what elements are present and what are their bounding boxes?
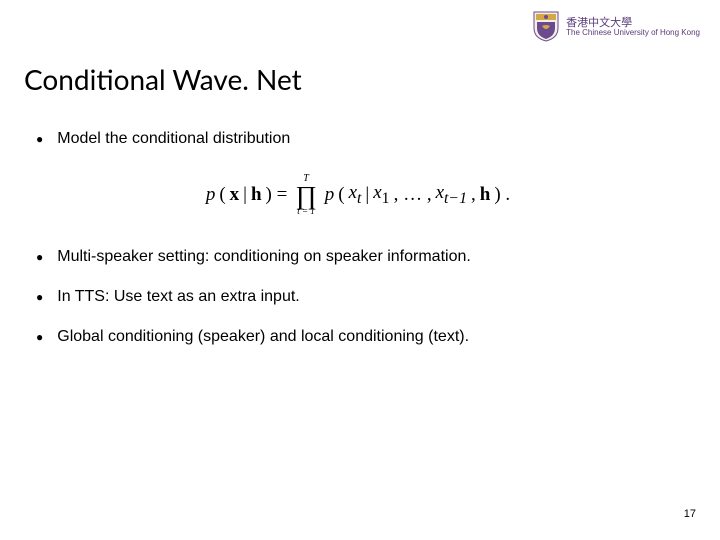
equation: p ( x | h ) = T ∏ t = 1 p ( xt | x1 , … … xyxy=(206,174,510,216)
eq-bar: | xyxy=(243,184,247,206)
eq-x1-sub: 1 xyxy=(382,190,390,207)
content-area: ● Model the conditional distribution p (… xyxy=(36,128,680,366)
eq-x1: x xyxy=(373,182,381,203)
bullet-text: In TTS: Use text as an extra input. xyxy=(57,286,299,308)
bullet-item: ● Model the conditional distribution xyxy=(36,128,680,150)
eq-close2: ) . xyxy=(494,184,510,206)
eq-paren: ( xyxy=(219,184,225,206)
equation-block: p ( x | h ) = T ∏ t = 1 p ( xt | x1 , … … xyxy=(36,174,680,216)
prod-sym: ∏ xyxy=(295,184,316,207)
eq-p2: p xyxy=(325,184,335,206)
eq-comma: , xyxy=(471,184,476,206)
eq-p: p xyxy=(206,184,216,206)
eq-dots: , … , xyxy=(394,184,432,206)
eq-h2: h xyxy=(480,184,491,206)
slide-title: Conditional Wave. Net xyxy=(24,62,302,96)
header-logo-block: 香港中文大學 The Chinese University of Hong Ko… xyxy=(532,8,700,47)
eq-xtm1-sub: t−1 xyxy=(444,190,467,207)
eq-bar2: | xyxy=(365,184,369,206)
bullet-dot-icon: ● xyxy=(36,286,43,308)
bullet-dot-icon: ● xyxy=(36,246,43,268)
bullet-item: ● Multi-speaker setting: conditioning on… xyxy=(36,246,680,268)
eq-x: x xyxy=(230,184,240,206)
bullet-text: Model the conditional distribution xyxy=(57,128,290,150)
bullet-item: ● Global conditioning (speaker) and loca… xyxy=(36,326,680,348)
prod-bot: t = 1 xyxy=(297,207,315,216)
logo-text: 香港中文大學 The Chinese University of Hong Ko… xyxy=(566,17,700,38)
eq-close-eq: ) = xyxy=(266,184,288,206)
logo-text-en: The Chinese University of Hong Kong xyxy=(566,29,700,38)
eq-xt: x xyxy=(349,182,357,203)
eq-xt-sub: t xyxy=(357,190,361,207)
bullet-dot-icon: ● xyxy=(36,326,43,348)
product-symbol: T ∏ t = 1 xyxy=(295,174,316,216)
bullet-text: Multi-speaker setting: conditioning on s… xyxy=(57,246,471,268)
bullet-dot-icon: ● xyxy=(36,128,43,150)
cuhk-crest-icon xyxy=(532,8,560,47)
eq-xtm1: x xyxy=(436,182,444,203)
eq-paren2: ( xyxy=(338,184,344,206)
bullet-text: Global conditioning (speaker) and local … xyxy=(57,326,469,348)
eq-h: h xyxy=(251,184,262,206)
page-number: 17 xyxy=(684,508,696,520)
bullet-item: ● In TTS: Use text as an extra input. xyxy=(36,286,680,308)
